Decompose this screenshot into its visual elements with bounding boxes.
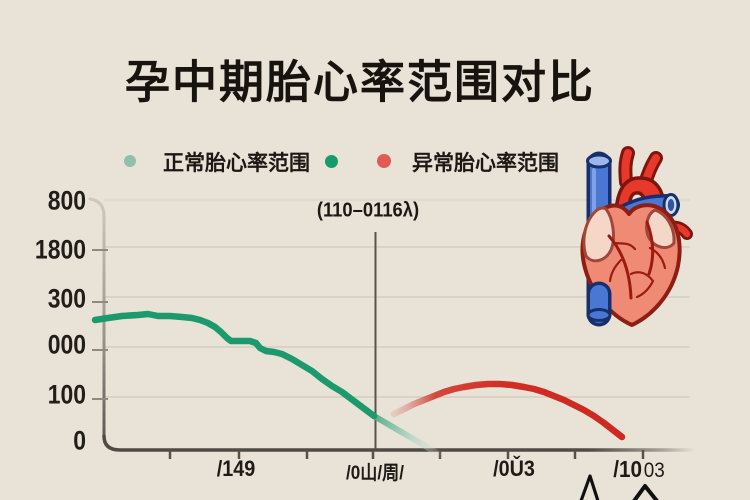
abnormal-line	[390, 380, 626, 441]
y-axis-label: 0	[73, 425, 86, 456]
y-axis-label: 300	[47, 283, 86, 314]
normal-line	[91, 310, 378, 420]
ecg-spike-icon	[579, 474, 659, 500]
page-title: 孕中期胎心率范围对比	[124, 56, 596, 108]
legend-dot-abnormal	[377, 154, 391, 168]
x-axis-label: /0山/周/	[346, 463, 404, 484]
y-axis-ticks	[92, 249, 108, 400]
y-axis-line	[88, 197, 106, 438]
x-axis-line	[102, 434, 694, 452]
y-axis-label: 000	[47, 329, 86, 360]
y-axis-label: 1800	[34, 234, 86, 265]
x-axis-label: /0Ǔ3	[493, 456, 535, 481]
x-axis-label-small: 03	[643, 459, 665, 482]
legend-label-normal: 正常胎心率范围	[163, 152, 310, 175]
x-axis-label: /1003	[613, 456, 665, 483]
range-annotation: (110–0116λ)	[316, 199, 420, 222]
legend-dot-green	[325, 155, 338, 168]
legend-dot-normal	[124, 155, 136, 167]
y-axis-label: 100	[47, 379, 86, 410]
legend-label-abnormal: 异常胎心率范围	[412, 152, 559, 175]
x-axis-label: /149	[216, 456, 256, 481]
x-axis-label-bold: /10	[613, 456, 642, 482]
heart-icon	[580, 146, 693, 327]
y-axis-label: 800	[47, 185, 86, 216]
normal-line-fade	[371, 413, 443, 458]
